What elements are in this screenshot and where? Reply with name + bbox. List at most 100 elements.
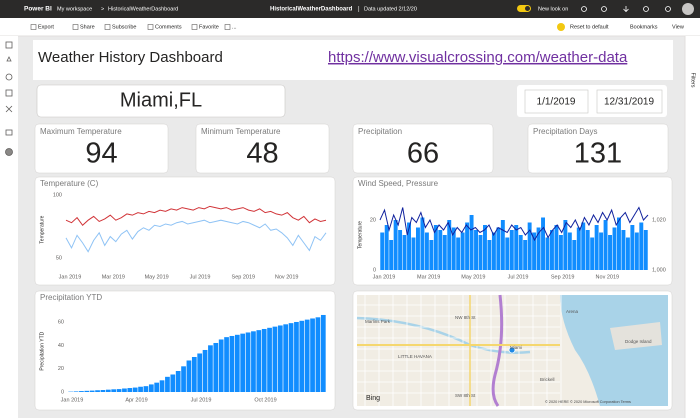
toolbar-button[interactable]: Comments bbox=[155, 24, 182, 30]
bar bbox=[148, 384, 154, 392]
bar bbox=[315, 317, 321, 392]
map-label: SW 8th St bbox=[455, 393, 476, 398]
map-label: Marlins Park bbox=[365, 319, 391, 324]
toolbar-button[interactable]: Share bbox=[80, 24, 95, 30]
workspaces-icon[interactable] bbox=[5, 129, 13, 136]
bar bbox=[320, 314, 326, 392]
map-island bbox=[610, 322, 662, 350]
map-label: Miami bbox=[510, 345, 522, 350]
map-label: Brickell bbox=[540, 377, 555, 382]
bar bbox=[213, 342, 219, 392]
home-icon[interactable] bbox=[5, 41, 13, 49]
bar bbox=[234, 334, 240, 392]
bar bbox=[393, 220, 398, 270]
y2-tick-label: 1,000 bbox=[652, 267, 666, 273]
bar bbox=[208, 345, 213, 392]
chart-title: Wind Speed, Pressure bbox=[358, 179, 439, 188]
y2-tick-label: 1,020 bbox=[652, 217, 666, 223]
start-date[interactable]: 1/1/2019 bbox=[537, 97, 576, 108]
bar bbox=[272, 326, 278, 392]
bar bbox=[384, 225, 389, 270]
city-card bbox=[36, 84, 286, 118]
bar bbox=[478, 235, 483, 270]
notifications-icon[interactable] bbox=[581, 6, 587, 12]
bar bbox=[550, 230, 554, 270]
bar bbox=[100, 390, 106, 392]
favorites-icon[interactable] bbox=[6, 56, 12, 62]
toolbar-button[interactable]: Export bbox=[38, 24, 54, 30]
x-tick-label: Jan 2019 bbox=[59, 274, 82, 280]
toolbar-button[interactable]: Subscribe bbox=[112, 24, 136, 30]
bar bbox=[563, 220, 568, 270]
source-link[interactable]: https://www.visualcrossing.com/weather-d… bbox=[328, 49, 628, 66]
toolbar-button[interactable]: Favorite bbox=[199, 24, 219, 30]
bar bbox=[79, 391, 84, 392]
help-icon[interactable] bbox=[643, 6, 649, 12]
breadcrumb-separator: > bbox=[101, 6, 104, 12]
bar bbox=[451, 227, 456, 270]
bar bbox=[643, 230, 648, 270]
bar bbox=[447, 220, 452, 270]
shared-icon[interactable] bbox=[5, 105, 13, 113]
chart-card bbox=[34, 176, 336, 286]
x-tick-label: Oct 2019 bbox=[254, 397, 276, 403]
kpi-label: Maximum Temperature bbox=[40, 127, 122, 136]
bar bbox=[621, 230, 626, 270]
rail-icons bbox=[5, 41, 13, 156]
avatar[interactable] bbox=[682, 3, 694, 15]
bar bbox=[576, 227, 581, 270]
bar bbox=[240, 333, 246, 392]
y-tick-label: 60 bbox=[58, 319, 64, 325]
y-tick-label: 20 bbox=[370, 217, 376, 223]
map: Marlins Park LITTLE HAVANA Miami Arena Dodge… bbox=[352, 290, 673, 411]
profile-icon[interactable] bbox=[5, 148, 13, 156]
recent-icon[interactable] bbox=[5, 73, 13, 81]
chart-title: Temperature (C) bbox=[40, 179, 99, 188]
kpi-card bbox=[527, 123, 669, 174]
bar bbox=[599, 232, 604, 270]
apps-icon[interactable] bbox=[5, 89, 13, 97]
bar bbox=[186, 360, 192, 392]
bar bbox=[154, 382, 160, 392]
end-date-box[interactable] bbox=[596, 89, 663, 114]
feedback-icon[interactable] bbox=[665, 6, 671, 12]
kpi-value: 131 bbox=[574, 138, 622, 170]
report-title: HistoricalWeatherDashboard bbox=[270, 7, 353, 13]
toolbar-button[interactable]: View bbox=[672, 24, 684, 30]
filters-label[interactable]: Filters bbox=[690, 73, 696, 88]
bar bbox=[138, 386, 143, 392]
bar bbox=[603, 220, 608, 270]
header-icons bbox=[581, 6, 671, 13]
bar bbox=[127, 388, 133, 392]
bar bbox=[438, 230, 443, 270]
x-tick-label: Mar 2019 bbox=[102, 274, 125, 280]
x-tick-label: Jul 2019 bbox=[190, 274, 211, 280]
toolbar-button[interactable]: Reset to default bbox=[570, 24, 609, 30]
bar bbox=[84, 390, 90, 392]
bar bbox=[175, 370, 181, 392]
end-date[interactable]: 12/31/2019 bbox=[604, 97, 654, 108]
map-label: LITTLE HAVANA bbox=[398, 354, 432, 359]
bar bbox=[456, 237, 461, 270]
line-series bbox=[65, 219, 327, 253]
report-breadcrumb[interactable]: HistoricalWeatherDashboard bbox=[108, 6, 178, 12]
bar bbox=[536, 227, 541, 270]
kpi-card bbox=[195, 123, 330, 174]
app-name[interactable]: Power BI bbox=[24, 6, 52, 13]
top-bar bbox=[0, 0, 700, 18]
download-icon[interactable] bbox=[623, 6, 629, 13]
bar bbox=[491, 232, 496, 270]
bar bbox=[229, 335, 235, 392]
toolbar-button[interactable]: Bookmarks bbox=[630, 24, 658, 30]
bar bbox=[389, 240, 394, 270]
toolbar-button[interactable]: ... bbox=[232, 24, 237, 30]
settings-icon[interactable] bbox=[601, 6, 607, 12]
workspace-link[interactable]: My workspace bbox=[57, 6, 92, 12]
data-updated[interactable]: Data updated 2/12/20 bbox=[364, 6, 417, 12]
x-tick-label: Jul 2019 bbox=[508, 274, 529, 280]
bar bbox=[433, 225, 438, 270]
bar bbox=[277, 325, 283, 392]
x-tick-label: Jan 2019 bbox=[61, 397, 84, 403]
start-date-box[interactable] bbox=[524, 89, 589, 114]
bar bbox=[500, 220, 505, 270]
